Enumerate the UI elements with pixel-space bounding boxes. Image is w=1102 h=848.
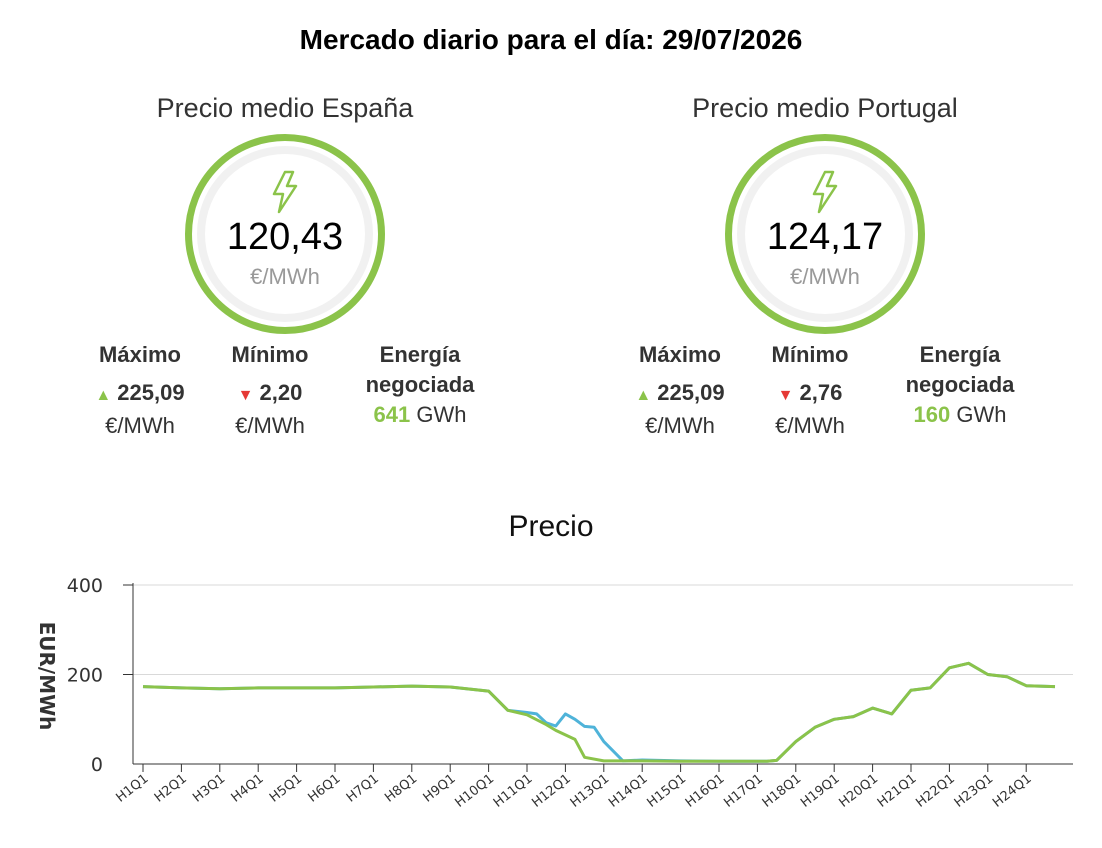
min-label: Mínimo (771, 342, 849, 367)
series-line-2 (142, 661, 1056, 763)
x-tick-label: H8Q1 (382, 771, 420, 805)
series-line-1 (142, 661, 1056, 763)
lightning-bolt-icon (272, 170, 298, 214)
chart-grid (133, 584, 1073, 765)
arrow-down-icon: ▼ (237, 387, 254, 404)
x-tick-label: H5Q1 (267, 771, 305, 805)
min-value-row: ▼ 2,20 (205, 378, 335, 411)
portugal-min-value: 2,76 (799, 380, 843, 405)
portugal-panel: Precio medio Portugal 124,17 €/MWh Máxim… (605, 88, 1045, 450)
energy-label-line-1: Energía (919, 342, 1001, 367)
spain-title: Precio medio España (156, 93, 414, 123)
gauge-ring (725, 134, 925, 334)
spain-price-unit: €/MWh (250, 264, 320, 289)
arrow-up-icon: ▲ (635, 387, 652, 404)
x-tick-label: H12Q1 (529, 771, 574, 810)
min-value-row: ▼ 2,76 (745, 378, 875, 411)
portugal-price-gauge: 124,17 €/MWh (725, 134, 925, 334)
max-value-row: ▲ 225,09 (65, 378, 215, 411)
x-tick-label: H17Q1 (721, 771, 766, 810)
y-tick-label: 400 (67, 575, 103, 597)
x-tick-label: H4Q1 (229, 771, 267, 805)
x-tick-label: H7Q1 (344, 771, 382, 805)
arrow-down-icon: ▼ (777, 387, 794, 404)
energy-value-row: 160 GWh (875, 400, 1045, 430)
chart-series (142, 661, 1056, 763)
spain-max-value: 225,09 (117, 380, 185, 405)
max-label: Máximo (99, 342, 181, 367)
spain-price-gauge: 120,43 €/MWh (185, 134, 385, 334)
energy-label-line-1: Energía (379, 342, 461, 367)
x-tick-label: H13Q1 (568, 771, 613, 810)
spain-energy-stat: Energía negociada 641 GWh (335, 340, 505, 430)
gauge-ring (185, 134, 385, 334)
chart-axes: 0 200 400 H1Q1 H2Q1 H3Q1 H4Q1 H5Q1 H6Q1 H7Q1 H8Q1 H… (67, 575, 1035, 811)
x-tick-label: H11Q1 (491, 771, 536, 810)
max-unit: €/MWh (645, 413, 715, 438)
x-tick-label: H3Q1 (190, 771, 228, 805)
page-title: Mercado diario para el día: 29/07/2026 (299, 24, 803, 55)
lightning-bolt-icon (812, 170, 838, 214)
portugal-title: Precio medio Portugal (692, 93, 958, 123)
portugal-price-unit: €/MWh (790, 264, 860, 289)
y-tick-label: 0 (91, 754, 103, 776)
x-tick-label: H22Q1 (913, 771, 958, 810)
x-tick-label: H20Q1 (837, 771, 882, 810)
spain-min-value: 2,20 (259, 380, 303, 405)
x-tick-label: H10Q1 (453, 771, 498, 810)
max-unit: €/MWh (105, 413, 175, 438)
spain-energy-value: 641 (373, 402, 411, 427)
max-label: Máximo (639, 342, 721, 367)
max-value-row: ▲ 225,09 (605, 378, 755, 411)
x-tick-label: H1Q1 (113, 771, 151, 805)
portugal-energy-value: 160 (913, 402, 951, 427)
x-tick-label: H14Q1 (606, 771, 651, 810)
x-tick-label: H24Q1 (990, 771, 1035, 810)
arrow-up-icon: ▲ (95, 387, 112, 404)
portugal-max-stat: Máximo ▲ 225,09 €/MWh (605, 340, 755, 441)
portugal-max-value: 225,09 (657, 380, 725, 405)
x-tick-label: H6Q1 (305, 771, 343, 805)
x-tick-label: H2Q1 (152, 771, 190, 805)
price-line-chart: 0 200 400 H1Q1 H2Q1 H3Q1 H4Q1 H5Q1 H6Q1 H7Q1 H8Q1 H… (35, 575, 1073, 811)
x-tick-label: H18Q1 (760, 771, 805, 810)
energy-label-line-2: negociada (905, 372, 1015, 397)
spain-panel: Precio medio España 120,43 €/MWh Máximo … (65, 88, 505, 450)
x-tick-label: H21Q1 (875, 771, 920, 810)
spain-average-price: 120,43 (226, 216, 344, 258)
energy-unit: GWh (956, 402, 1007, 427)
spain-max-stat: Máximo ▲ 225,09 €/MWh (65, 340, 215, 441)
x-tick-label: H15Q1 (645, 771, 690, 810)
x-tick-label: H16Q1 (683, 771, 728, 810)
spain-min-stat: Mínimo ▼ 2,20 €/MWh (205, 340, 335, 441)
spain-stats: Máximo ▲ 225,09 €/MWh Mínimo ▼ 2,20 €/MWh … (65, 340, 505, 450)
x-tick-label: H23Q1 (952, 771, 997, 810)
x-tick-label: H19Q1 (798, 771, 843, 810)
energy-value-row: 641 GWh (335, 400, 505, 430)
min-unit: €/MWh (235, 413, 305, 438)
chart-title: Precio (508, 510, 594, 543)
min-unit: €/MWh (775, 413, 845, 438)
y-axis-label: EUR/MWh (35, 622, 59, 731)
portugal-min-stat: Mínimo ▼ 2,76 €/MWh (745, 340, 875, 441)
portugal-energy-stat: Energía negociada 160 GWh (875, 340, 1045, 430)
portugal-stats: Máximo ▲ 225,09 €/MWh Mínimo ▼ 2,76 €/MWh … (605, 340, 1045, 450)
energy-label-line-2: negociada (365, 372, 475, 397)
y-tick-label: 200 (67, 665, 103, 687)
portugal-average-price: 124,17 (766, 216, 884, 258)
min-label: Mínimo (231, 342, 309, 367)
energy-unit: GWh (416, 402, 467, 427)
